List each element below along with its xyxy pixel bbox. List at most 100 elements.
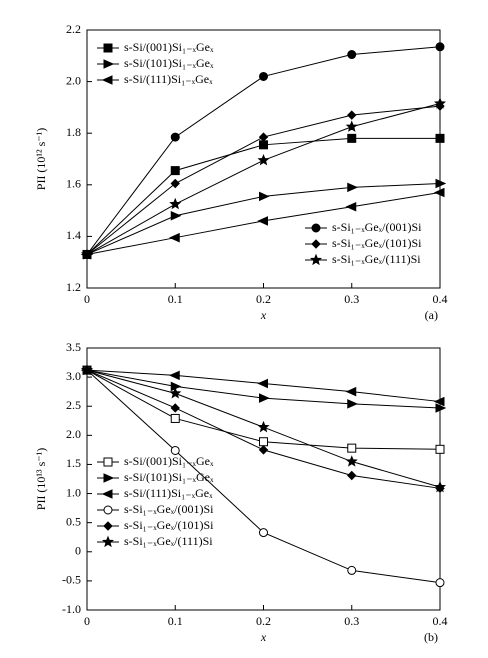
legend-label: s-Si₁₋ₓGeₓ/(101)Si	[332, 236, 422, 250]
marker	[435, 178, 447, 189]
legend-label: s-Si₁₋ₓGeₓ/(111)Si	[332, 252, 421, 266]
marker	[101, 535, 115, 548]
marker	[103, 473, 115, 483]
marker	[347, 182, 358, 193]
marker	[433, 396, 445, 407]
marker	[257, 378, 268, 389]
x-tick-label: 0.4	[433, 292, 448, 306]
marker	[435, 444, 445, 454]
y-tick-label: -0.5	[62, 573, 81, 587]
marker	[103, 59, 115, 69]
marker	[103, 457, 113, 467]
legend-label: s-Si/(001)Si₁₋ₓGeₓ	[124, 454, 214, 468]
x-tick-label: 0.2	[256, 614, 271, 628]
marker	[170, 413, 180, 423]
marker	[170, 132, 180, 142]
x-tick-label: 0.1	[168, 292, 183, 306]
marker	[169, 370, 180, 381]
marker	[433, 187, 445, 198]
x-tick-label: 0.3	[344, 292, 359, 306]
legend-label: s-Si₁₋ₓGeₓ/(101)Si	[124, 518, 214, 532]
marker	[309, 253, 323, 266]
marker	[170, 210, 182, 221]
x-axis-label: x	[260, 630, 267, 644]
y-axis-label: PII (10¹³ s⁻¹)	[34, 448, 48, 510]
marker	[170, 445, 180, 455]
marker	[259, 71, 268, 81]
marker	[435, 133, 445, 143]
x-axis-label: x	[260, 308, 267, 322]
marker	[345, 455, 358, 467]
marker	[345, 386, 357, 397]
marker	[259, 528, 268, 538]
y-tick-label: 1.0	[66, 485, 81, 499]
marker	[311, 223, 321, 233]
marker	[433, 480, 447, 493]
marker	[433, 97, 447, 109]
marker	[259, 140, 268, 150]
marker	[103, 505, 113, 515]
y-tick-label: 1.2	[66, 280, 81, 294]
marker	[435, 403, 447, 413]
marker	[103, 43, 113, 53]
x-tick-label: 0	[84, 292, 90, 306]
y-axis-label: PII (10¹² s⁻¹)	[34, 128, 48, 190]
marker	[170, 178, 180, 189]
marker	[259, 437, 268, 447]
legend-label: s-Si/(111)Si₁₋ₓGeₓ	[124, 486, 213, 500]
x-tick-label: 0	[84, 614, 90, 628]
y-tick-label: 2.2	[66, 22, 81, 36]
y-tick-label: 0.5	[66, 514, 81, 528]
y-tick-label: 2.0	[66, 73, 81, 87]
marker	[258, 445, 269, 455]
y-tick-label: 3.5	[66, 340, 81, 354]
y-tick-label: 1.5	[66, 456, 81, 470]
y-tick-label: 3.0	[66, 369, 81, 383]
x-tick-label: 0.1	[168, 614, 183, 628]
marker	[347, 470, 357, 481]
marker	[347, 443, 357, 453]
annotation: (b)	[424, 630, 438, 644]
y-tick-label: 1.6	[66, 177, 81, 191]
marker	[170, 403, 180, 413]
marker	[101, 489, 113, 499]
marker	[347, 399, 358, 409]
legend-label: s-Si/(101)Si₁₋ₓGeₓ	[124, 470, 214, 484]
y-tick-label: 1.8	[66, 125, 81, 139]
x-tick-label: 0.2	[256, 292, 271, 306]
legend-label: s-Si₁₋ₓGeₓ/(001)Si	[332, 220, 422, 234]
marker	[347, 50, 357, 60]
marker	[257, 420, 270, 433]
marker	[170, 166, 180, 176]
y-tick-label: 1.4	[66, 228, 81, 242]
y-tick-label: -1.0	[62, 602, 81, 616]
marker	[80, 248, 94, 260]
x-tick-label: 0.3	[344, 614, 359, 628]
marker	[103, 521, 113, 531]
marker	[169, 197, 182, 210]
marker	[101, 75, 113, 85]
y-tick-label: 2.5	[66, 398, 81, 412]
marker	[435, 42, 445, 52]
marker	[259, 393, 270, 403]
marker	[257, 216, 268, 226]
marker	[257, 153, 270, 166]
x-tick-label: 0.4	[433, 614, 448, 628]
legend-label: s-Si/(001)Si₁₋ₓGeₓ	[124, 40, 214, 54]
legend-label: s-Si₁₋ₓGeₓ/(111)Si	[124, 534, 213, 548]
marker	[345, 201, 357, 212]
marker	[435, 578, 445, 588]
marker	[169, 232, 180, 243]
y-tick-label: 2.0	[66, 427, 81, 441]
marker	[259, 191, 270, 202]
annotation: (a)	[425, 308, 438, 322]
legend-label: s-Si/(111)Si₁₋ₓGeₓ	[124, 72, 213, 86]
series-line	[86, 369, 441, 409]
marker	[169, 387, 182, 399]
y-tick-label: 0	[75, 544, 81, 558]
marker	[347, 565, 357, 575]
legend-label: s-Si₁₋ₓGeₓ/(001)Si	[124, 502, 214, 516]
marker	[80, 363, 94, 376]
marker	[311, 239, 321, 249]
